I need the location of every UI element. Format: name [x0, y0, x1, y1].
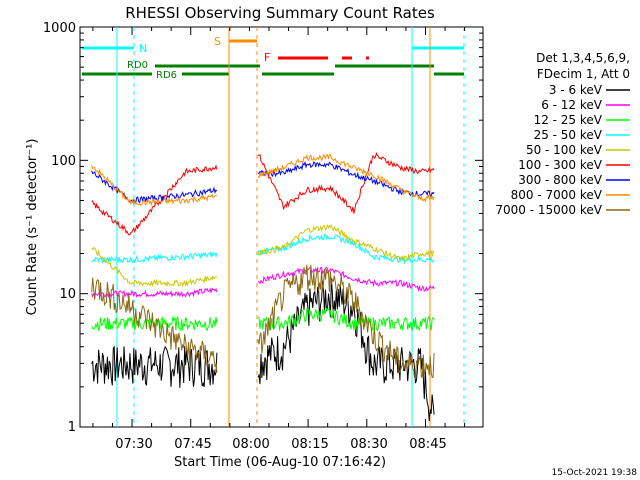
series-line [257, 264, 435, 380]
flag-label-rd6: RD6 [156, 70, 177, 81]
series-line [257, 233, 435, 265]
chart-title: RHESSI Observing Summary Count Rates [125, 4, 435, 22]
series-line [257, 307, 435, 332]
x-tick-label: 08:00 [232, 437, 269, 452]
footer-date: 15-Oct-2021 19:38 [552, 468, 638, 478]
y-axis-label: Count Rate (s⁻¹ detector⁻¹) [25, 139, 40, 316]
flag-label-n: N [139, 42, 147, 55]
legend-header-line: FDecim 1, Att 0 [537, 67, 630, 81]
legend-label: 100 - 300 keV [518, 158, 602, 172]
legend-label: 7000 - 15000 keV [495, 203, 602, 217]
series-line [91, 315, 218, 333]
x-axis-label: Start Time (06-Aug-10 07:16:42) [174, 455, 386, 470]
flag-bars: N S F RD0 RD6 [82, 35, 464, 81]
series-line [91, 287, 218, 299]
x-tick-label: 08:15 [291, 437, 328, 452]
series-line [257, 151, 435, 214]
series-line [257, 223, 435, 262]
legend-label: 12 - 25 keV [534, 113, 603, 127]
series-line [91, 164, 218, 236]
y-tick-label: 1000 [43, 21, 76, 36]
series-line [91, 247, 218, 288]
series-line [91, 165, 218, 207]
legend-label: 3 - 6 keV [549, 83, 603, 97]
y-tick-label: 100 [51, 154, 76, 169]
legend-label: 50 - 100 keV [526, 143, 603, 157]
x-tick-label: 08:45 [409, 437, 446, 452]
flag-label-s: S [214, 35, 221, 48]
x-tick-label: 07:30 [115, 437, 152, 452]
legend: 3 - 6 keV 6 - 12 keV 12 - 25 keV 25 - 50… [495, 83, 602, 217]
series-line [257, 266, 435, 293]
y-tick-label: 10 [59, 287, 76, 302]
y-tick-label: 1 [68, 420, 76, 435]
legend-header-line: Det 1,3,4,5,6,9, [536, 51, 630, 65]
x-tick-label: 07:45 [174, 437, 211, 452]
flag-label-rd0: RD0 [127, 60, 148, 71]
series-layer [91, 151, 435, 422]
tick-layer [80, 26, 483, 428]
legend-label: 300 - 800 keV [518, 173, 602, 187]
legend-label: 6 - 12 keV [541, 98, 603, 112]
legend-label: 800 - 7000 keV [511, 188, 603, 202]
vertical-markers [116, 27, 465, 427]
flag-label-f: F [264, 51, 270, 64]
plot-frame [79, 26, 484, 428]
legend-label: 25 - 50 keV [534, 128, 603, 142]
series-line [257, 153, 435, 203]
series-line [91, 251, 218, 264]
series-line [91, 170, 218, 204]
series-line [91, 277, 218, 373]
x-tick-label: 08:30 [350, 437, 387, 452]
legend-swatches [606, 89, 630, 211]
